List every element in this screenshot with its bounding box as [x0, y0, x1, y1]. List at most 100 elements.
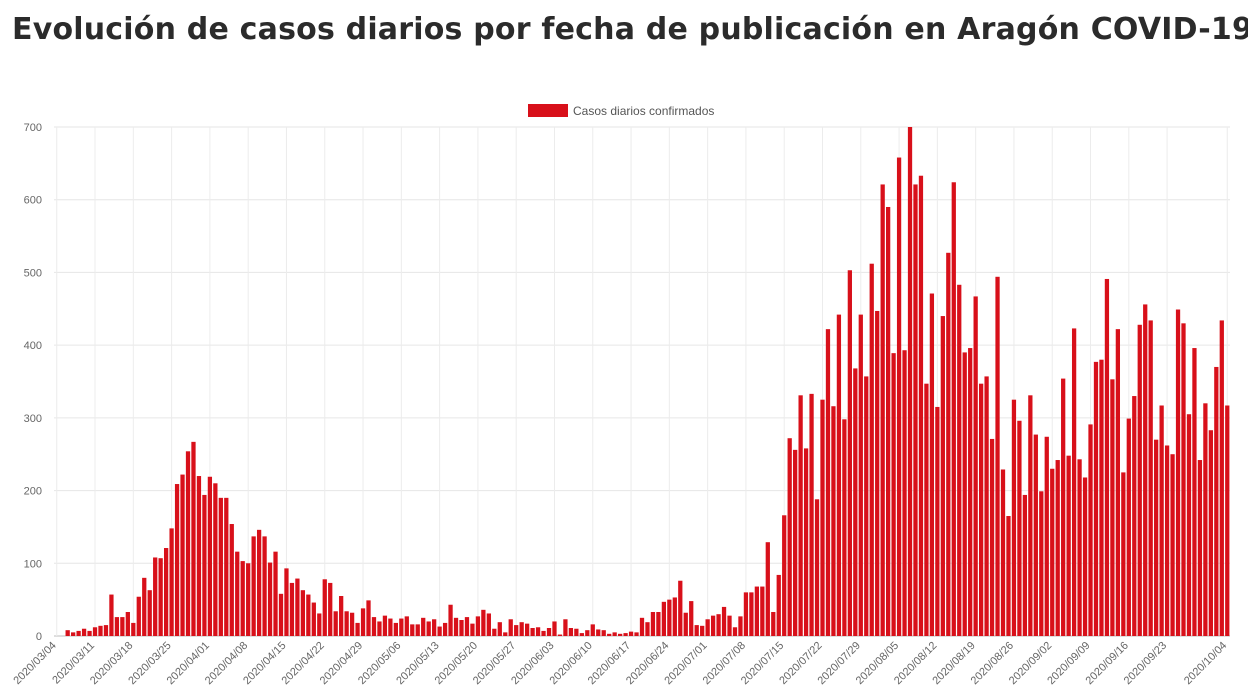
bar[interactable] — [869, 263, 874, 636]
bar[interactable] — [825, 329, 831, 636]
bar[interactable] — [721, 606, 727, 636]
bar[interactable] — [103, 625, 109, 636]
bar[interactable] — [328, 582, 333, 636]
bar[interactable] — [87, 630, 92, 636]
bar[interactable] — [814, 499, 820, 636]
bar[interactable] — [918, 175, 924, 636]
bar[interactable] — [760, 586, 765, 636]
bar[interactable] — [973, 296, 978, 636]
bar[interactable] — [235, 551, 240, 636]
bar[interactable] — [617, 633, 623, 636]
bar[interactable] — [557, 634, 563, 636]
bar[interactable] — [503, 632, 508, 636]
bar[interactable] — [92, 627, 98, 636]
bar[interactable] — [1214, 366, 1219, 636]
bar[interactable] — [251, 536, 256, 636]
bar[interactable] — [612, 632, 617, 636]
bar[interactable] — [486, 613, 491, 636]
bar[interactable] — [820, 399, 825, 636]
bar[interactable] — [481, 609, 486, 636]
bar[interactable] — [847, 270, 852, 636]
bar[interactable] — [229, 524, 234, 636]
bar[interactable] — [131, 622, 136, 636]
bar[interactable] — [1033, 434, 1038, 636]
bar[interactable] — [497, 622, 502, 636]
bar[interactable] — [1132, 396, 1137, 636]
bar[interactable] — [765, 542, 770, 636]
bar[interactable] — [1203, 403, 1208, 636]
bar[interactable] — [278, 593, 284, 636]
bar[interactable] — [525, 623, 530, 636]
bar[interactable] — [782, 515, 787, 636]
bar[interactable] — [508, 619, 513, 636]
bar[interactable] — [1028, 395, 1033, 636]
bar[interactable] — [875, 310, 880, 636]
bar[interactable] — [382, 615, 388, 636]
bar[interactable] — [1186, 414, 1192, 636]
bar[interactable] — [289, 582, 295, 636]
bar[interactable] — [776, 574, 781, 636]
bar[interactable] — [1181, 323, 1186, 636]
bar[interactable] — [1044, 436, 1049, 636]
bar[interactable] — [656, 612, 661, 636]
bar[interactable] — [1000, 469, 1006, 636]
bar[interactable] — [169, 528, 174, 636]
bar[interactable] — [1066, 455, 1071, 636]
bar[interactable] — [1208, 430, 1213, 636]
bar[interactable] — [995, 276, 1000, 636]
bar[interactable] — [689, 601, 694, 636]
bar[interactable] — [705, 619, 710, 636]
bar[interactable] — [716, 614, 721, 636]
bar[interactable] — [1104, 278, 1110, 636]
bar[interactable] — [913, 184, 918, 637]
bar[interactable] — [787, 438, 792, 636]
bar[interactable] — [76, 630, 81, 636]
bar[interactable] — [1082, 477, 1088, 636]
bar[interactable] — [951, 182, 956, 636]
bar[interactable] — [262, 536, 267, 636]
bar[interactable] — [935, 406, 940, 636]
bar[interactable] — [727, 615, 732, 636]
bar[interactable] — [962, 352, 967, 636]
bar[interactable] — [71, 632, 76, 636]
bar[interactable] — [459, 620, 464, 636]
bar[interactable] — [415, 624, 420, 636]
bar[interactable] — [136, 596, 141, 636]
bar[interactable] — [896, 157, 902, 637]
bar[interactable] — [831, 406, 836, 636]
bar[interactable] — [475, 616, 481, 636]
bar[interactable] — [191, 441, 196, 636]
bar[interactable] — [492, 628, 497, 636]
bar[interactable] — [1126, 418, 1131, 636]
bar[interactable] — [1017, 420, 1022, 636]
bar[interactable] — [98, 625, 103, 636]
bar[interactable] — [1050, 468, 1055, 636]
bar[interactable] — [448, 604, 453, 636]
bar[interactable] — [585, 630, 590, 636]
bar[interactable] — [1011, 399, 1017, 636]
bar[interactable] — [596, 629, 601, 636]
bar[interactable] — [1175, 309, 1181, 636]
bar[interactable] — [410, 624, 415, 636]
bar[interactable] — [1115, 329, 1121, 636]
bar[interactable] — [333, 611, 338, 636]
bar[interactable] — [273, 551, 278, 636]
bar[interactable] — [240, 561, 245, 636]
bar[interactable] — [1137, 324, 1142, 636]
bar[interactable] — [453, 617, 459, 636]
bar[interactable] — [1197, 460, 1203, 636]
chart-legend[interactable]: Casos diarios confirmados — [528, 104, 714, 118]
bar[interactable] — [1071, 328, 1077, 636]
bar[interactable] — [607, 633, 612, 636]
bar[interactable] — [322, 579, 327, 636]
bar[interactable] — [743, 592, 749, 636]
bar[interactable] — [853, 368, 858, 636]
bar[interactable] — [754, 586, 759, 636]
bar[interactable] — [404, 616, 409, 636]
bar[interactable] — [645, 622, 650, 636]
bar[interactable] — [344, 611, 349, 636]
bar[interactable] — [667, 599, 672, 636]
bar[interactable] — [317, 613, 322, 636]
bar[interactable] — [1121, 472, 1126, 636]
bar[interactable] — [311, 602, 316, 636]
